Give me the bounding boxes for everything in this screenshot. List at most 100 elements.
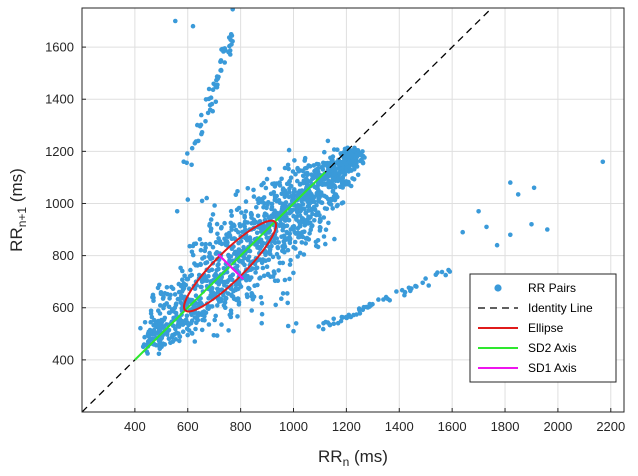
rr-pair-point [236, 279, 242, 285]
rr-pair-point [291, 328, 296, 334]
rr-pair-point [236, 302, 242, 307]
rr-pair-point [241, 244, 246, 250]
rr-pair-point [261, 273, 267, 279]
rr-pair-point [150, 292, 156, 298]
x-tick-label: 800 [230, 419, 252, 434]
rr-pair-point [240, 260, 246, 266]
rr-pair-point [214, 221, 220, 227]
rr-pair-point [460, 229, 466, 235]
rr-pair-point [216, 236, 221, 241]
rr-pair-point [193, 139, 199, 144]
rr-pair-point [292, 239, 298, 245]
rr-pair-point [339, 314, 345, 320]
legend-entry: RR Pairs [494, 281, 576, 295]
rr-pair-point [170, 332, 175, 338]
rr-pair-point [184, 302, 190, 308]
rr-pair-point [258, 225, 263, 231]
rr-pair-point [321, 215, 327, 220]
rr-pair-point [367, 304, 372, 309]
rr-pair-point [207, 223, 212, 228]
rr-pair-point [303, 241, 309, 246]
rr-pair-point [295, 254, 301, 259]
rr-pair-point [269, 206, 274, 212]
rr-pair-point [545, 227, 550, 232]
rr-pair-point [210, 108, 215, 114]
rr-pair-point [515, 192, 521, 197]
rr-pair-point [330, 157, 335, 163]
rr-pair-point [223, 295, 229, 301]
rr-pair-point [292, 158, 297, 163]
rr-pair-point [206, 86, 212, 92]
rr-pair-point [159, 317, 164, 323]
legend-entry: Identity Line [478, 301, 593, 315]
legend-marker [494, 284, 502, 292]
rr-pair-point [259, 320, 265, 326]
rr-pair-point [173, 18, 178, 24]
rr-pair-point [282, 249, 287, 255]
rr-pair-point [297, 250, 303, 256]
x-axis-label: RRn (ms) [318, 447, 388, 469]
rr-pair-point [263, 185, 269, 191]
rr-pair-point [316, 210, 321, 215]
rr-pair-point [376, 297, 381, 302]
rr-pair-point [214, 333, 220, 338]
rr-pair-point [229, 227, 234, 232]
rr-pair-point [193, 293, 199, 299]
rr-pair-point [239, 210, 244, 215]
rr-pair-point [220, 46, 225, 52]
rr-pair-point [312, 207, 318, 213]
rr-pair-point [335, 177, 341, 182]
rr-pair-point [190, 243, 196, 249]
rr-pair-point [259, 300, 265, 306]
rr-pair-point [446, 267, 451, 273]
rr-pair-point [219, 224, 224, 230]
rr-pair-point [255, 213, 261, 219]
rr-pair-point [200, 317, 205, 323]
rr-pair-point [235, 314, 240, 319]
rr-pair-point [218, 59, 223, 64]
rr-pair-point [494, 242, 500, 248]
rr-pair-point [357, 307, 362, 313]
rr-pair-point [266, 215, 272, 220]
rr-pair-point [189, 272, 195, 278]
rr-pair-point [293, 172, 298, 177]
rr-pair-point [287, 276, 292, 282]
rr-pair-point [346, 179, 351, 185]
rr-pair-point [307, 215, 313, 221]
rr-pair-point [293, 215, 299, 221]
rr-pair-point [255, 245, 260, 250]
rr-pair-point [181, 285, 187, 290]
y-tick-label: 800 [52, 248, 74, 263]
rr-pair-point [189, 318, 195, 324]
rr-pair-point [337, 162, 343, 167]
rr-pair-point [215, 263, 220, 268]
rr-pair-point [156, 343, 162, 348]
rr-pair-point [219, 322, 224, 327]
rr-pair-point [297, 181, 303, 187]
y-tick-label: 1600 [45, 40, 74, 55]
rr-pair-point [304, 165, 310, 171]
rr-pair-point [328, 184, 334, 190]
rr-pair-point [207, 102, 213, 108]
rr-pair-point [342, 157, 347, 163]
rr-pair-point [173, 301, 179, 307]
rr-pair-point [280, 260, 286, 266]
rr-pair-point [282, 165, 288, 171]
rr-pair-point [235, 189, 240, 194]
rr-pair-point [273, 302, 279, 308]
rr-pair-point [277, 180, 282, 185]
rr-pair-point [255, 282, 260, 288]
rr-pair-point [265, 272, 271, 278]
rr-pair-point [190, 23, 196, 29]
rr-pair-point [289, 193, 295, 198]
rr-pair-point [307, 164, 313, 169]
rr-pair-point [294, 205, 299, 211]
rr-pair-point [216, 266, 221, 272]
rr-pair-point [237, 222, 242, 227]
rr-pair-point [216, 74, 221, 80]
rr-pair-point [168, 340, 173, 346]
rr-pair-point [296, 169, 302, 174]
rr-pair-point [285, 300, 291, 306]
rr-pair-point [250, 266, 255, 271]
rr-pair-point [340, 170, 345, 175]
